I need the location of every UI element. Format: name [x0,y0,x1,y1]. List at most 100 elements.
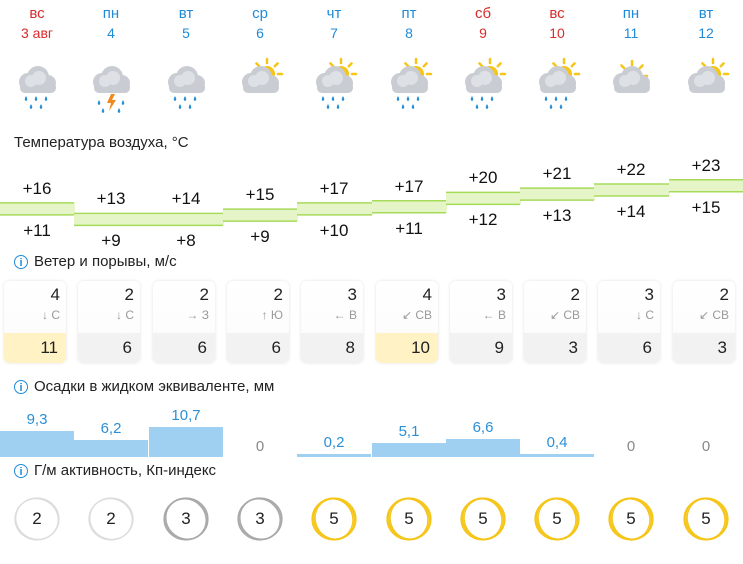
gm-section-title: i Г/м активность, Кп-индекс [14,462,216,479]
wind-gust: 6 [78,333,140,363]
wind-speed: 2 [570,285,580,304]
day-date: 9 [479,25,487,41]
kp-index-badge: 5 [384,494,434,544]
day-of-week: вс [29,5,45,22]
wind-card[interactable]: 4 ↙ СВ 10 [376,281,438,363]
precip-value: 0 [255,438,265,455]
kp-index-badge: 3 [235,494,285,544]
precip-bar [297,454,371,457]
wind-card[interactable]: 2 ↓ С 6 [78,281,140,363]
precip-value: 10,7 [171,407,201,424]
precip-bar [149,427,223,457]
wind-card[interactable]: 4 ↓ С 11 [4,281,66,363]
wind-direction: ↙ СВ [698,308,729,322]
day-date: 11 [623,25,639,41]
info-icon[interactable]: i [14,463,28,478]
wind-direction: ↓ С [636,308,654,322]
wind-speed: 2 [719,285,729,304]
temp-max: +22 [616,159,646,179]
wind-speed: 2 [273,285,283,304]
precip-value: 0,2 [323,434,345,451]
wind-direction: ↑ Ю [261,308,283,322]
precip-value: 0 [701,438,711,455]
wind-direction: ← В [333,308,357,322]
temp-min: +11 [395,218,423,238]
partly-cloudy-icon [223,56,297,112]
wind-gust: 6 [153,333,215,363]
precip-title: Осадки в жидком эквиваленте, мм [34,378,275,395]
wind-gust: 3 [673,333,735,363]
day-of-week: сб [474,5,492,22]
temperature-band-segment [0,202,75,215]
kp-index-value: 5 [478,509,488,528]
day-of-week: пн [622,5,640,22]
wind-direction: ↙ СВ [401,308,432,322]
day-date: 3 авг [20,25,53,41]
wind-speed: 4 [422,285,432,304]
kp-index-badge: 5 [532,494,582,544]
day-date: 5 [182,25,190,41]
temp-max: +20 [468,168,498,188]
temp-min: +11 [23,220,51,240]
precip-bar [446,439,520,457]
wind-gust: 9 [450,333,512,363]
wind-card[interactable]: 3 ↓ С 6 [598,281,660,363]
day-of-week: вс [549,5,565,22]
info-icon[interactable]: i [14,254,28,269]
temperature-band-segment [149,213,224,226]
precip-value: 6,2 [100,420,122,437]
kp-index-value: 3 [181,509,191,528]
wind-gust: 6 [227,333,289,363]
temp-min: +13 [542,206,572,226]
temp-min: +15 [691,197,721,217]
temp-max: +17 [319,178,349,198]
day-date: 4 [107,25,115,41]
temperature-band-segment [446,192,521,205]
wind-speed: 2 [199,285,209,304]
temp-max: +23 [691,155,721,175]
kp-index-value: 2 [32,509,42,528]
wind-card[interactable]: 3 ← В 8 [301,281,363,363]
info-icon[interactable]: i [14,379,28,394]
wind-card[interactable]: 3 ← В 9 [450,281,512,363]
wind-speed: 3 [347,285,357,304]
wind-card[interactable]: 2 → З 6 [153,281,215,363]
precip-bar [74,440,148,457]
wind-gust: 3 [524,333,586,363]
temp-max: +13 [96,189,126,209]
kp-index-value: 5 [404,509,414,528]
kp-index-value: 5 [329,509,339,528]
temp-max: +17 [394,176,424,196]
temp-max: +16 [22,178,52,198]
day-date: 7 [330,25,338,41]
kp-index-badge: 5 [309,494,359,544]
precip-bar [520,454,594,457]
temperature-section-title: Температура воздуха, °C [14,134,189,151]
wind-direction: ↙ СВ [549,308,580,322]
precip-section-title: i Осадки в жидком эквиваленте, мм [14,378,274,395]
wind-card[interactable]: 2 ↑ Ю 6 [227,281,289,363]
wind-speed: 3 [644,285,654,304]
wind-card[interactable]: 2 ↙ СВ 3 [673,281,735,363]
wind-speed: 3 [496,285,506,304]
temperature-band [0,179,743,227]
sun-cloud-rain-icon [372,56,446,112]
partly-cloudy-icon [669,56,743,112]
kp-index-badge: 2 [12,494,62,544]
wind-title: Ветер и порывы, м/с [34,253,177,270]
sun-behind-cloud-icon [594,56,668,112]
temperature-band-segment [372,200,447,213]
day-of-week: вт [698,5,714,22]
wind-card[interactable]: 2 ↙ СВ 3 [524,281,586,363]
temperature-band-segment [74,213,150,226]
kp-index-value: 5 [701,509,711,528]
kp-index-value: 5 [552,509,562,528]
kp-index-value: 3 [255,509,265,528]
wind-direction: → З [186,308,209,322]
temp-min: +9 [101,231,121,251]
thunderstorm-cloud-icon [74,56,148,113]
sun-cloud-rain-icon [297,56,371,112]
precip-bar [372,443,446,457]
day-of-week: вт [178,5,194,22]
rain-cloud-icon [149,56,223,112]
